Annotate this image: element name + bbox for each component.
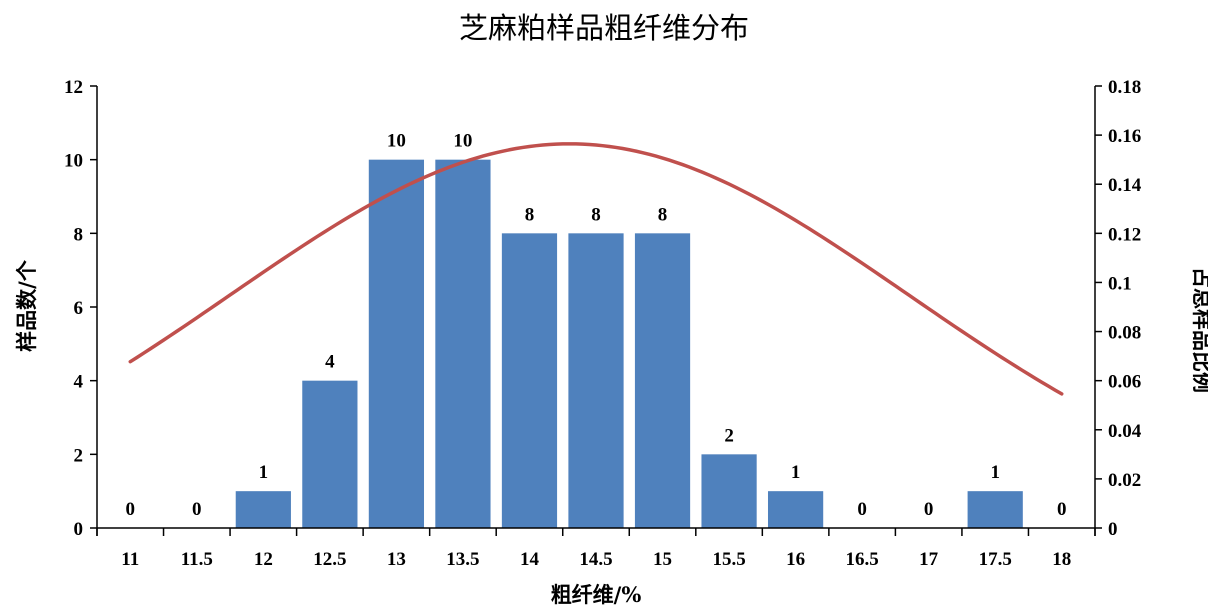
y-axis-title: 样品数/个 [14,259,39,352]
y2-tick-label: 0.12 [1108,224,1141,245]
bar-data-label: 8 [525,204,535,225]
bar-data-label: 1 [791,462,801,483]
bar-data-label: 0 [924,499,934,520]
bar [302,380,358,528]
y-tick-label: 10 [64,151,83,172]
bar-data-label: 1 [259,462,269,483]
y2-tick-label: 0.02 [1108,470,1141,491]
x-axis-title: 粗纤维/% [551,582,642,607]
x-tick-label: 11 [121,549,139,570]
bar-data-label: 1 [990,462,1000,483]
y-tick-label: 4 [74,372,84,393]
y2-axis-title: 占总样品比例 [1190,267,1208,393]
x-tick-label: 18 [1052,549,1071,570]
x-tick-label: 16 [786,549,805,570]
bar [235,491,291,528]
x-tick-label: 12.5 [313,549,346,570]
bar-data-label: 2 [724,425,734,446]
y-tick-label: 12 [64,77,83,98]
x-tick-label: 14 [520,549,540,570]
bar [767,491,824,528]
x-tick-label: 13.5 [446,549,479,570]
x-tick-label: 13 [387,549,406,570]
bar-data-label: 0 [126,499,136,520]
x-tick-label: 17 [919,549,939,570]
bar [701,454,757,528]
bar [368,159,425,529]
y2-tick-label: 0.1 [1108,273,1132,294]
x-tick-label: 15 [653,549,672,570]
bar-data-label: 8 [658,204,668,225]
bar-data-label: 0 [192,499,202,520]
bar [568,233,624,528]
x-tick-label: 11.5 [181,549,213,570]
bar-data-label: 0 [857,499,867,520]
x-tick-label: 17.5 [979,549,1012,570]
y2-tick-label: 0.04 [1108,421,1142,442]
y2-tick-label: 0.16 [1108,126,1141,147]
y-tick-label: 0 [74,519,84,540]
y2-tick-label: 0.18 [1108,77,1141,98]
bar-data-label: 0 [1057,499,1067,520]
chart-title: 芝麻粕样品粗纤维分布 [459,11,749,45]
x-tick-label: 14.5 [579,549,612,570]
y-tick-label: 6 [74,298,84,319]
bar [967,491,1023,528]
y2-tick-label: 0.08 [1108,323,1141,344]
series-line [128,142,1064,396]
bar-data-label: 10 [453,131,472,152]
y-tick-label: 2 [74,445,84,466]
x-tick-label: 12 [254,549,273,570]
y2-tick-label: 0.06 [1108,372,1141,393]
bar-data-label: 10 [387,131,406,152]
bar [435,159,491,529]
bar [501,233,558,528]
bar-data-label: 8 [591,204,601,225]
bar-data-label: 4 [325,352,335,373]
y-tick-label: 8 [74,224,84,245]
bar [634,233,691,528]
x-tick-label: 16.5 [846,549,879,570]
y2-tick-label: 0.14 [1108,175,1142,196]
y2-tick-label: 0 [1108,519,1118,540]
x-tick-label: 15.5 [712,549,745,570]
